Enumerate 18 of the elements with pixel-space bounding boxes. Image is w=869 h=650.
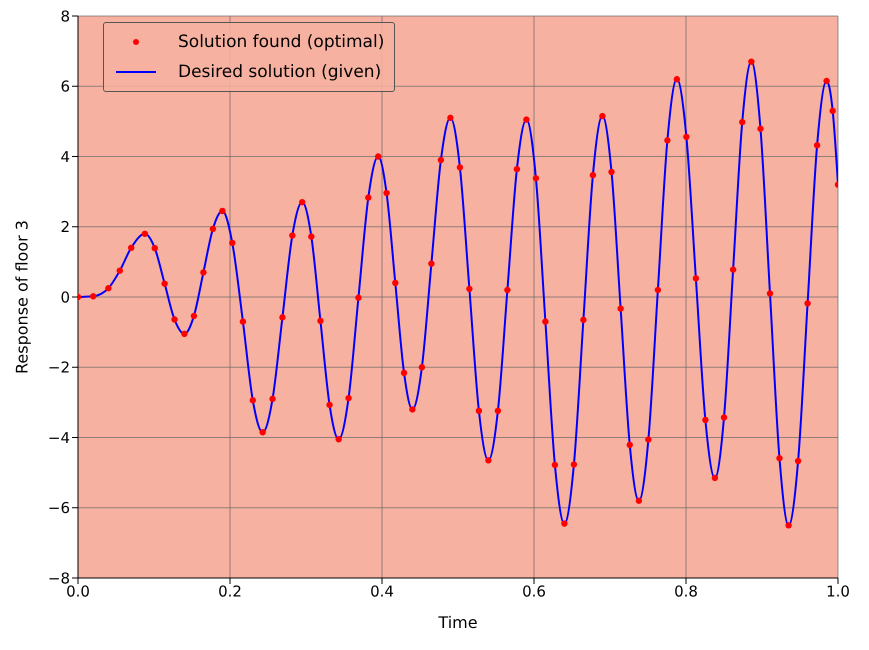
x-tick-label: 0.4 xyxy=(370,582,394,601)
y-axis-title: Response of floor 3 xyxy=(12,220,32,374)
x-axis-title: Time xyxy=(437,613,478,632)
y-tick-label: −2 xyxy=(48,358,70,377)
x-tick-label: 0.6 xyxy=(522,582,546,601)
y-tick-label: 8 xyxy=(60,7,70,26)
x-tick-label: 1.0 xyxy=(826,582,850,601)
y-tick-label: 2 xyxy=(60,218,70,236)
y-tick-label: 4 xyxy=(60,148,70,166)
legend-label: Solution found (optimal) xyxy=(178,32,384,52)
y-tick-label: 0 xyxy=(60,288,70,306)
x-tick-label: 0.8 xyxy=(674,582,698,601)
y-tick-label: −6 xyxy=(48,499,70,518)
legend-label: Desired solution (given) xyxy=(178,62,382,82)
y-tick-label: −4 xyxy=(48,428,70,447)
y-tick-label: 6 xyxy=(60,78,70,96)
x-tick-label: 0.2 xyxy=(218,582,242,601)
x-tick-label: 0.0 xyxy=(66,582,90,601)
